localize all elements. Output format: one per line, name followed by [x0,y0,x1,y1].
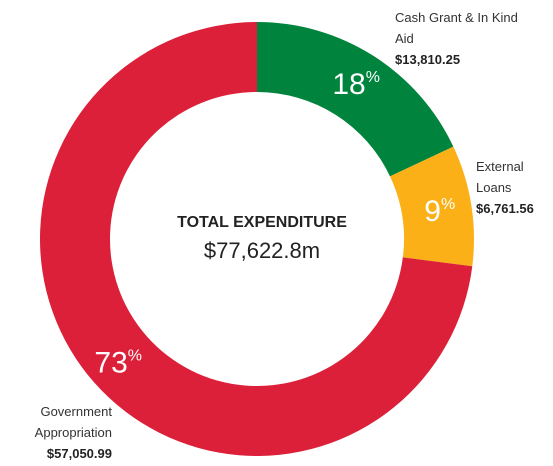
category-name: External Loans [476,159,524,195]
category-label: Government Appropriation $57,050.99 [0,401,112,464]
category-name: Government Appropriation [34,404,112,440]
percent-label: 9% [424,195,455,228]
wedge [390,146,474,267]
category-label: External Loans $6,761.56 [476,156,551,219]
total-value: $77,622.8m [204,238,320,263]
wedge [257,22,454,177]
percent-label: 73% [94,346,142,379]
amount-label: $6,761.56 [476,201,534,216]
amount-label: $13,810.25 [395,52,461,67]
wedge [39,22,473,456]
percent-label: 18% [332,68,380,101]
total-label: TOTAL EXPENDITURE [177,214,347,231]
category-name: Cash Grant & In Kind Aid [395,10,518,46]
amount-label: $57,050.99 [46,446,112,461]
category-label: Cash Grant & In Kind Aid $13,810.25 [395,7,525,70]
